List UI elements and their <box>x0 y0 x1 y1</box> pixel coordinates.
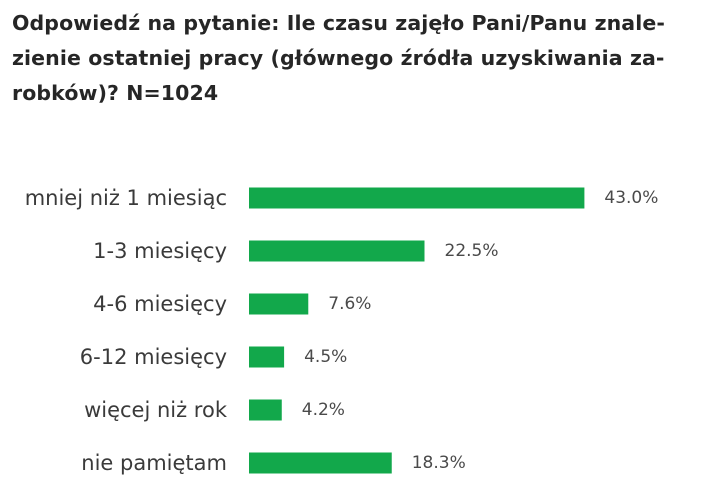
category-label: mniej niż 1 miesiąc <box>25 186 227 210</box>
value-label: 7.6% <box>328 294 371 314</box>
chart-title-line: Odpowiedź na pytanie: Ile czasu zajęło P… <box>12 11 665 35</box>
category-label: 4-6 miesięcy <box>93 292 227 316</box>
value-label: 4.5% <box>304 347 347 367</box>
value-label: 4.2% <box>302 400 345 420</box>
bar <box>249 240 425 262</box>
bar <box>249 399 282 421</box>
value-label: 18.3% <box>412 453 466 473</box>
bar <box>249 452 392 474</box>
category-label: więcej niż rok <box>84 398 228 422</box>
bar <box>249 293 309 315</box>
bar <box>249 187 585 209</box>
category-label: 6-12 miesięcy <box>80 345 227 369</box>
category-label: nie pamiętam <box>81 451 227 475</box>
bar <box>249 346 285 368</box>
chart-title-line: robków)? N=1024 <box>12 81 219 105</box>
chart-title: Odpowiedź na pytanie: Ile czasu zajęło P… <box>12 6 712 111</box>
category-label: 1-3 miesięcy <box>93 239 227 263</box>
value-label: 22.5% <box>445 241 499 261</box>
value-label: 43.0% <box>604 188 658 208</box>
chart-title-line: zienie ostatniej pracy (głównego źródła … <box>12 46 665 70</box>
